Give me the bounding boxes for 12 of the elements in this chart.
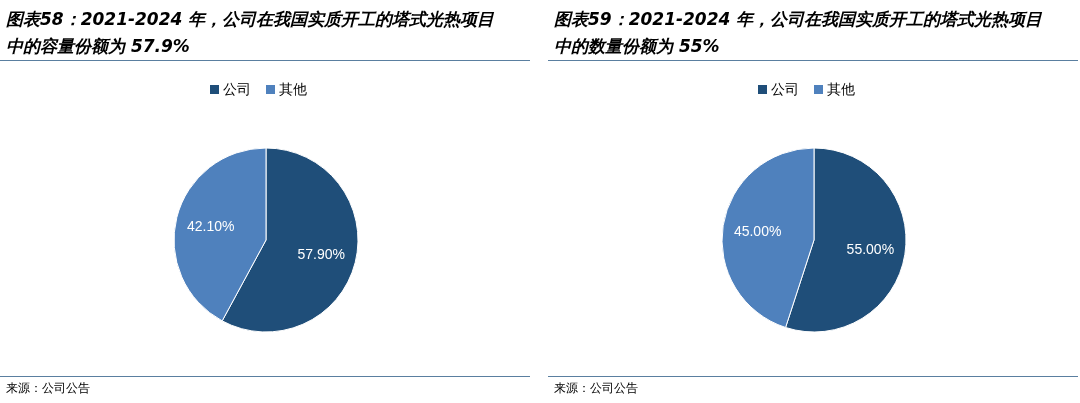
legend-label: 其他 (827, 81, 855, 97)
data-label: 42.10% (186, 217, 235, 234)
data-label: 57.90% (297, 246, 346, 263)
chart-title: 图表58：2021-2024 年，公司在我国实质开工的塔式光热项目中的容量份额为 57.9% (6, 8, 496, 58)
legend-label: 公司 (771, 81, 799, 97)
legend-label: 公司 (223, 81, 251, 97)
data-label: 55.00% (846, 240, 895, 257)
source-note: 来源：公司公告 (6, 380, 90, 397)
chart-title: 图表59：2021-2024 年，公司在我国实质开工的塔式光热项目中的数量份额为 55% (554, 8, 1044, 58)
legend-label: 其他 (279, 81, 307, 97)
data-label: 45.00% (733, 223, 782, 240)
source-note: 来源：公司公告 (554, 380, 638, 397)
